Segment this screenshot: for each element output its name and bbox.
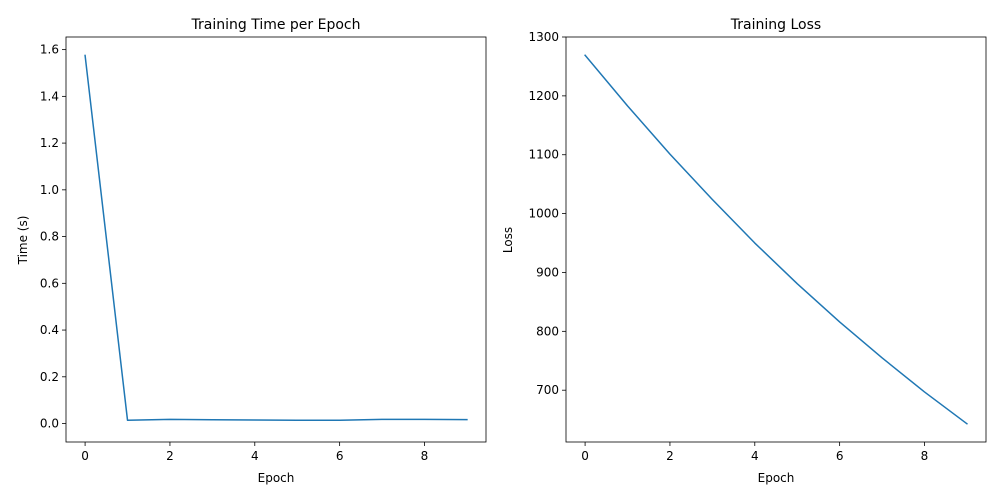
- chart-title: Training Loss: [730, 17, 821, 33]
- y-tick-label: 800: [536, 324, 559, 338]
- x-tick-label: 4: [751, 449, 759, 463]
- y-tick-label: 1.2: [40, 136, 59, 150]
- y-tick-label: 1100: [528, 148, 559, 162]
- y-tick-label: 1200: [528, 89, 559, 103]
- y-tick-label: 0.6: [40, 276, 59, 290]
- x-tick-label: 2: [166, 449, 174, 463]
- x-tick-label: 0: [581, 449, 589, 463]
- y-tick-label: 0.8: [40, 230, 59, 244]
- x-tick-label: 6: [336, 449, 344, 463]
- plot-frame: [565, 36, 987, 443]
- series-line: [84, 54, 468, 422]
- chart-training-time: Training Time per Epoch Epoch Time (s) 0…: [16, 17, 487, 485]
- x-tick-label: 2: [666, 449, 674, 463]
- chart-title: Training Time per Epoch: [191, 17, 361, 33]
- y-tick-label: 0.2: [40, 370, 59, 384]
- x-axis-label: Epoch: [758, 471, 795, 485]
- y-tick-label: 1000: [528, 207, 559, 221]
- x-tick-label: 8: [921, 449, 929, 463]
- y-tick-label: 900: [536, 265, 559, 279]
- y-tick-label: 1.4: [40, 89, 59, 103]
- chart-training-loss: Training Loss Epoch Loss 0 2 4 6 8 700 800 900 1…: [501, 17, 987, 485]
- y-tick-label: 1.6: [40, 43, 59, 57]
- x-tick-label: 0: [81, 449, 89, 463]
- series-line: [584, 54, 968, 425]
- y-axis-label: Time (s): [16, 216, 30, 266]
- y-tick-label: 1.0: [40, 183, 59, 197]
- x-axis-label: Epoch: [258, 471, 295, 485]
- y-axis-label: Loss: [501, 227, 515, 253]
- y-tick-label: 0.4: [40, 323, 59, 337]
- plot-frame: [65, 36, 487, 443]
- y-tick-label: 0.0: [40, 417, 59, 431]
- y-tick-label: 1300: [528, 30, 559, 44]
- x-tick-label: 4: [251, 449, 259, 463]
- x-tick-label: 6: [836, 449, 844, 463]
- x-tick-label: 8: [421, 449, 429, 463]
- y-tick-label: 700: [536, 383, 559, 397]
